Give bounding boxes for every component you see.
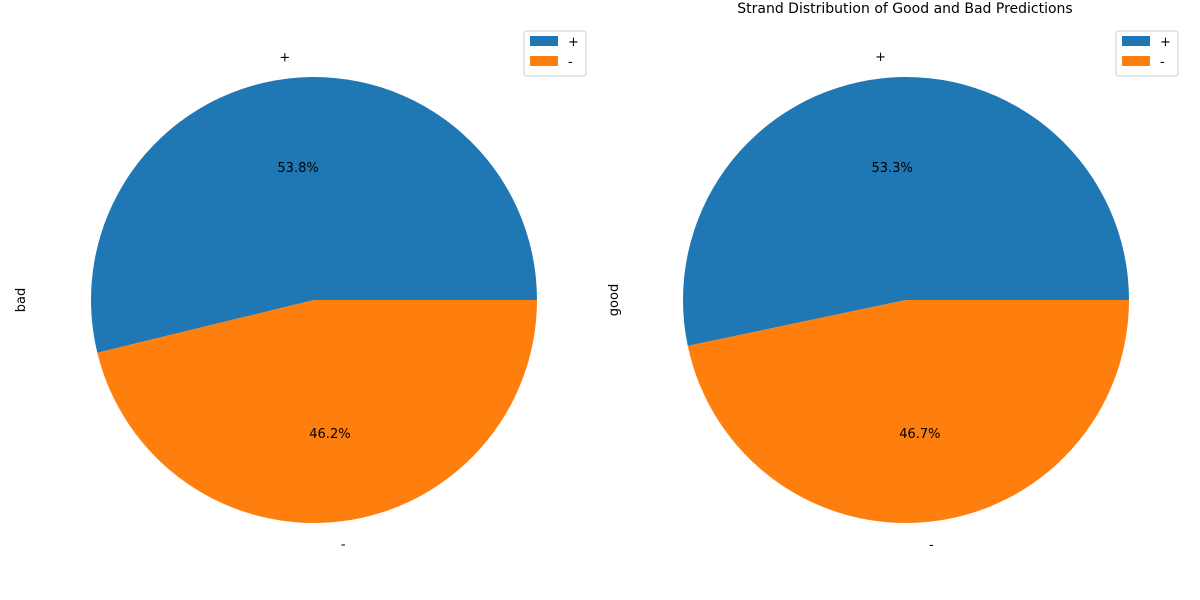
slice-percent-label: 53.3%	[871, 161, 912, 176]
legend: +-	[523, 30, 587, 77]
legend-swatch	[1122, 56, 1150, 66]
figure-title: Strand Distribution of Good and Bad Pred…	[737, 1, 1072, 17]
legend-label: -	[568, 55, 573, 70]
legend-swatch	[530, 56, 558, 66]
slice-label: +	[279, 50, 290, 65]
pie-chart-good: +53.3%-46.7%good+-	[607, 30, 1179, 553]
pie-slice-plus	[683, 77, 1129, 346]
slice-label: -	[341, 538, 346, 553]
pie-slice-minus	[687, 300, 1129, 523]
legend-label: +	[1160, 35, 1171, 50]
y-axis-label: good	[607, 284, 622, 316]
legend-swatch	[1122, 36, 1150, 46]
legend-swatch	[530, 36, 558, 46]
pie-chart-bad: +53.8%-46.2%bad+-	[14, 30, 587, 553]
slice-percent-label: 46.7%	[899, 427, 940, 442]
pie-charts: +53.8%-46.2%bad+- +53.3%-46.7%good+-	[14, 30, 1179, 553]
pie-slice-plus	[90, 77, 537, 353]
slice-percent-label: 53.8%	[277, 161, 318, 176]
legend: +-	[1115, 30, 1179, 77]
slice-percent-label: 46.2%	[309, 427, 350, 442]
slice-label: +	[875, 50, 886, 65]
pie-slice-minus	[97, 300, 538, 524]
legend-label: +	[568, 35, 579, 50]
legend-label: -	[1160, 55, 1165, 70]
slice-label: -	[929, 538, 934, 553]
y-axis-label: bad	[14, 288, 29, 312]
